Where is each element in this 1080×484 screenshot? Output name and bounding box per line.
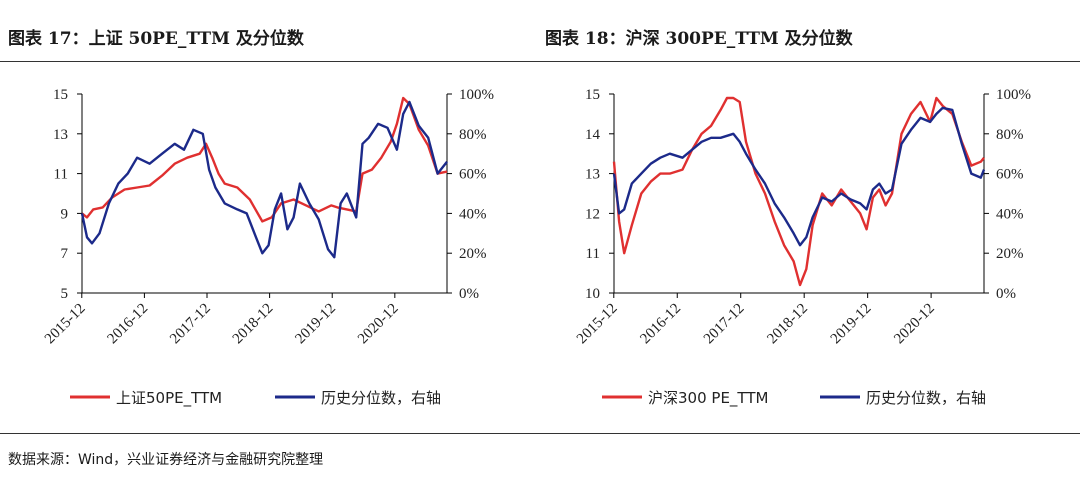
y-left-tick-label: 15 [53, 87, 68, 103]
y-right-tick-label: 80% [996, 127, 1024, 143]
y-left-tick-label: 10 [585, 286, 600, 302]
y-left-tick-label: 13 [585, 167, 600, 183]
y-right-tick-label: 20% [996, 246, 1024, 262]
y-right-tick-label: 60% [459, 167, 487, 183]
legend-percentile-label: 历史分位数，右轴 [866, 389, 986, 407]
y-right-tick-label: 0% [996, 286, 1016, 302]
y-right-tick-label: 100% [459, 87, 494, 103]
y-left-tick-label: 9 [61, 206, 69, 222]
x-tick-label: 2018-12 [764, 301, 811, 348]
x-tick-label: 2018-12 [230, 301, 277, 348]
legend-percentile-label: 历史分位数，右轴 [321, 389, 441, 407]
x-tick-label: 2016-12 [637, 301, 684, 348]
y-left-tick-label: 13 [53, 127, 68, 143]
y-left-tick-label: 11 [54, 167, 68, 183]
y-right-tick-label: 60% [996, 167, 1024, 183]
y-right-tick-label: 40% [996, 206, 1024, 222]
y-left-tick-label: 11 [586, 246, 600, 262]
x-tick-label: 2019-12 [828, 301, 875, 348]
y-left-tick-label: 5 [61, 286, 69, 302]
footer-rule [0, 433, 1080, 434]
x-tick-label: 2019-12 [292, 301, 339, 348]
header-rule [0, 61, 1080, 62]
y-right-tick-label: 0% [459, 286, 479, 302]
legend-pe-label: 沪深300 PE_TTM [648, 389, 768, 408]
x-tick-label: 2020-12 [891, 301, 938, 348]
y-left-tick-label: 12 [585, 206, 600, 222]
y-right-tick-label: 80% [459, 127, 487, 143]
percentile-series-line [80, 100, 448, 259]
y-right-tick-label: 40% [459, 206, 487, 222]
y-left-tick-label: 7 [61, 246, 69, 262]
y-right-tick-label: 100% [996, 87, 1031, 103]
x-tick-label: 2015-12 [42, 301, 89, 348]
percentile-series-line [612, 106, 986, 247]
x-tick-label: 2020-12 [355, 301, 402, 348]
pe-series-line [81, 96, 448, 223]
chart-17-title: 图表 17：上证 50PE_TTM 及分位数 [8, 29, 304, 49]
source-note: 数据来源：Wind，兴业证券经济与金融研究院整理 [8, 452, 324, 468]
x-tick-label: 2015-12 [574, 301, 621, 348]
x-tick-label: 2016-12 [105, 301, 152, 348]
x-tick-label: 2017-12 [167, 301, 214, 348]
y-right-tick-label: 20% [459, 246, 487, 262]
y-left-tick-label: 14 [585, 127, 601, 143]
pe-series-line [612, 96, 985, 287]
legend-pe-label: 上证50PE_TTM [116, 389, 222, 408]
x-tick-label: 2017-12 [701, 301, 748, 348]
chart-18-title: 图表 18：沪深 300PE_TTM 及分位数 [545, 29, 853, 49]
y-left-tick-label: 15 [585, 87, 600, 103]
